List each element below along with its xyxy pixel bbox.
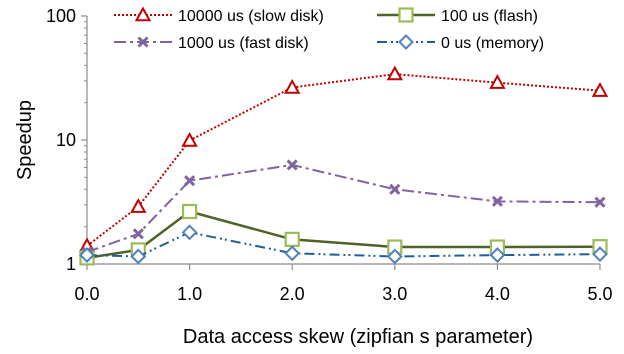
legend-marker — [398, 34, 414, 50]
data-point — [389, 183, 401, 195]
data-point — [386, 248, 403, 265]
data-point — [489, 74, 506, 89]
data-point — [130, 198, 147, 213]
data-point — [386, 65, 403, 81]
legend: 10000 us (slow disk) 100 us (flash) 1000 u… — [114, 6, 544, 52]
legend-entry: 1000 us (fast disk) — [114, 35, 309, 52]
legend-marker — [134, 6, 152, 22]
series-line — [86, 163, 601, 253]
y-tick-label: 1 — [66, 254, 76, 274]
x-axis-title: Data access skew (zipfian s parameter) — [183, 326, 533, 348]
legend-entry: 0 us (memory) — [377, 34, 544, 52]
legend-marker — [137, 36, 149, 48]
y-tick-label: 100 — [46, 6, 76, 26]
x-tick-label: 2.0 — [280, 284, 305, 304]
x-tick-label: 3.0 — [382, 284, 407, 304]
data-point — [489, 247, 506, 264]
y-axis-title: Speedup — [14, 100, 36, 180]
data-point — [182, 203, 198, 220]
data-point — [284, 245, 301, 262]
x-tick-label: 4.0 — [485, 284, 510, 304]
legend-label: 1000 us (fast disk) — [178, 35, 309, 52]
y-tick-label: 10 — [56, 130, 76, 150]
data-point — [284, 78, 301, 94]
series-3 — [79, 224, 608, 265]
legend-entry: 100 us (flash) — [377, 7, 538, 25]
x-tick-label: 1.0 — [177, 284, 202, 304]
data-point — [491, 195, 503, 207]
data-point — [184, 175, 196, 187]
data-point — [79, 247, 95, 264]
x-tick-label: 5.0 — [587, 284, 612, 304]
series-layer — [78, 65, 609, 266]
series-0 — [78, 65, 609, 253]
data-point — [592, 246, 608, 263]
data-point — [132, 228, 144, 240]
data-point — [594, 196, 606, 208]
legend-label: 10000 us (slow disk) — [178, 8, 324, 25]
legend-marker — [398, 7, 414, 23]
x-tick-label: 0.0 — [74, 284, 99, 304]
data-point — [181, 131, 198, 147]
data-point — [130, 248, 147, 265]
data-point — [286, 159, 298, 171]
legend-entry: 10000 us (slow disk) — [114, 6, 324, 25]
series-line — [86, 73, 601, 247]
data-point — [284, 231, 300, 247]
series-line — [86, 210, 601, 260]
legend-label: 0 us (memory) — [441, 35, 544, 52]
legend-label: 100 us (flash) — [441, 8, 538, 25]
data-point — [181, 224, 198, 241]
axes: 1 10 100 0.0 1.0 2.0 3.0 4.0 5.0 — [46, 6, 613, 304]
data-point — [591, 82, 609, 97]
